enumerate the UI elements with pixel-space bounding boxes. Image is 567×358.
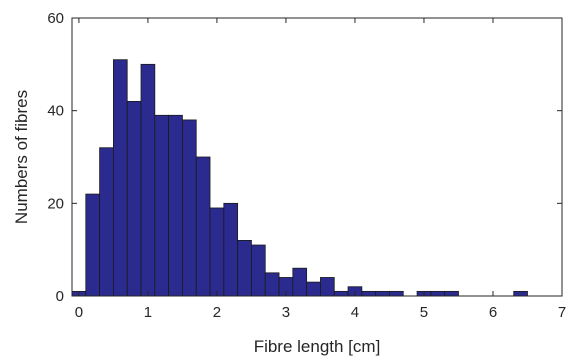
- histogram-bar: [361, 290, 377, 297]
- histogram-bar: [320, 277, 335, 297]
- histogram-bar: [182, 119, 197, 297]
- histogram-bar: [375, 290, 390, 297]
- histogram-bar: [306, 281, 321, 297]
- histogram-bar: [99, 147, 114, 297]
- x-tick-label: 0: [75, 304, 83, 321]
- histogram-bar: [195, 156, 211, 297]
- histogram-bar: [237, 239, 252, 297]
- histogram-bar: [154, 114, 170, 297]
- histogram-bar: [264, 272, 280, 297]
- histogram-bar: [444, 290, 459, 297]
- plot-area-frame: [71, 17, 563, 297]
- x-tick-label: 1: [144, 304, 152, 321]
- bars-group: [71, 59, 528, 297]
- histogram-bar: [168, 114, 183, 297]
- x-tick-label: 7: [558, 304, 566, 321]
- x-tick-label: 4: [351, 304, 359, 321]
- y-tick-label: 40: [47, 103, 64, 120]
- histogram-bar: [389, 290, 404, 297]
- histogram-bar: [113, 59, 128, 297]
- histogram-bar: [126, 101, 142, 297]
- x-tick-label: 6: [489, 304, 497, 321]
- histogram-bar: [140, 63, 156, 297]
- histogram-bar: [430, 290, 446, 297]
- x-tick-label: 5: [420, 304, 428, 321]
- histogram-bar: [292, 267, 308, 297]
- y-tick-label: 20: [47, 195, 64, 212]
- histogram-bar: [209, 207, 225, 297]
- x-axis-label: Fibre length [cm]: [254, 337, 381, 356]
- y-axis-label: Numbers of fibres: [12, 90, 31, 224]
- y-tick-label: 0: [56, 288, 64, 305]
- histogram-bar: [513, 290, 528, 297]
- histogram-bar: [85, 193, 101, 297]
- x-tick-label: 2: [213, 304, 221, 321]
- ticks-group: 0 1 2 3 4 5 6 7 0 20 40 60: [47, 10, 566, 321]
- histogram-bar: [223, 202, 239, 297]
- x-tick-label: 3: [282, 304, 290, 321]
- y-tick-label: 60: [47, 10, 64, 27]
- histogram-bar: [251, 244, 266, 297]
- histogram-bar: [333, 290, 349, 297]
